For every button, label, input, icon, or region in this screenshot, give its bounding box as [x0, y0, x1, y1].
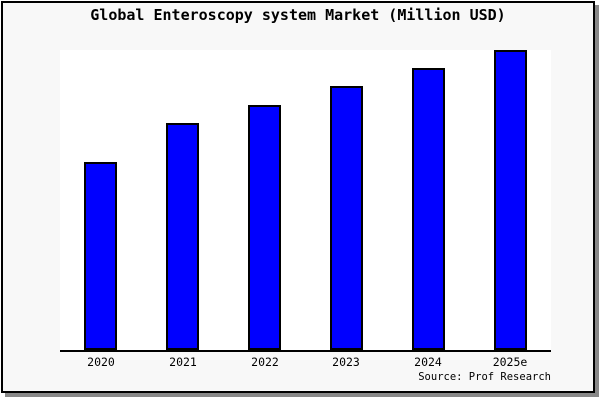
bar-2024	[412, 68, 445, 350]
x-tick-label-2024: 2024	[414, 355, 442, 369]
bar-2022	[248, 105, 281, 350]
source-credit: Source: Prof Research	[418, 371, 551, 383]
x-tick-label-2025e: 2025e	[492, 355, 528, 369]
x-tick-label-2022: 2022	[251, 355, 279, 369]
bar-2021	[166, 123, 199, 350]
plot-area	[60, 50, 551, 352]
x-tick-label-2023: 2023	[332, 355, 360, 369]
bar-2025e	[494, 50, 527, 350]
chart-frame: Global Enteroscopy system Market (Millio…	[1, 1, 595, 393]
bar-2020	[84, 162, 117, 350]
x-tick-label-2020: 2020	[87, 355, 115, 369]
chart-title: Global Enteroscopy system Market (Millio…	[90, 6, 506, 24]
x-tick-label-2021: 2021	[169, 355, 197, 369]
bar-2023	[330, 86, 363, 350]
